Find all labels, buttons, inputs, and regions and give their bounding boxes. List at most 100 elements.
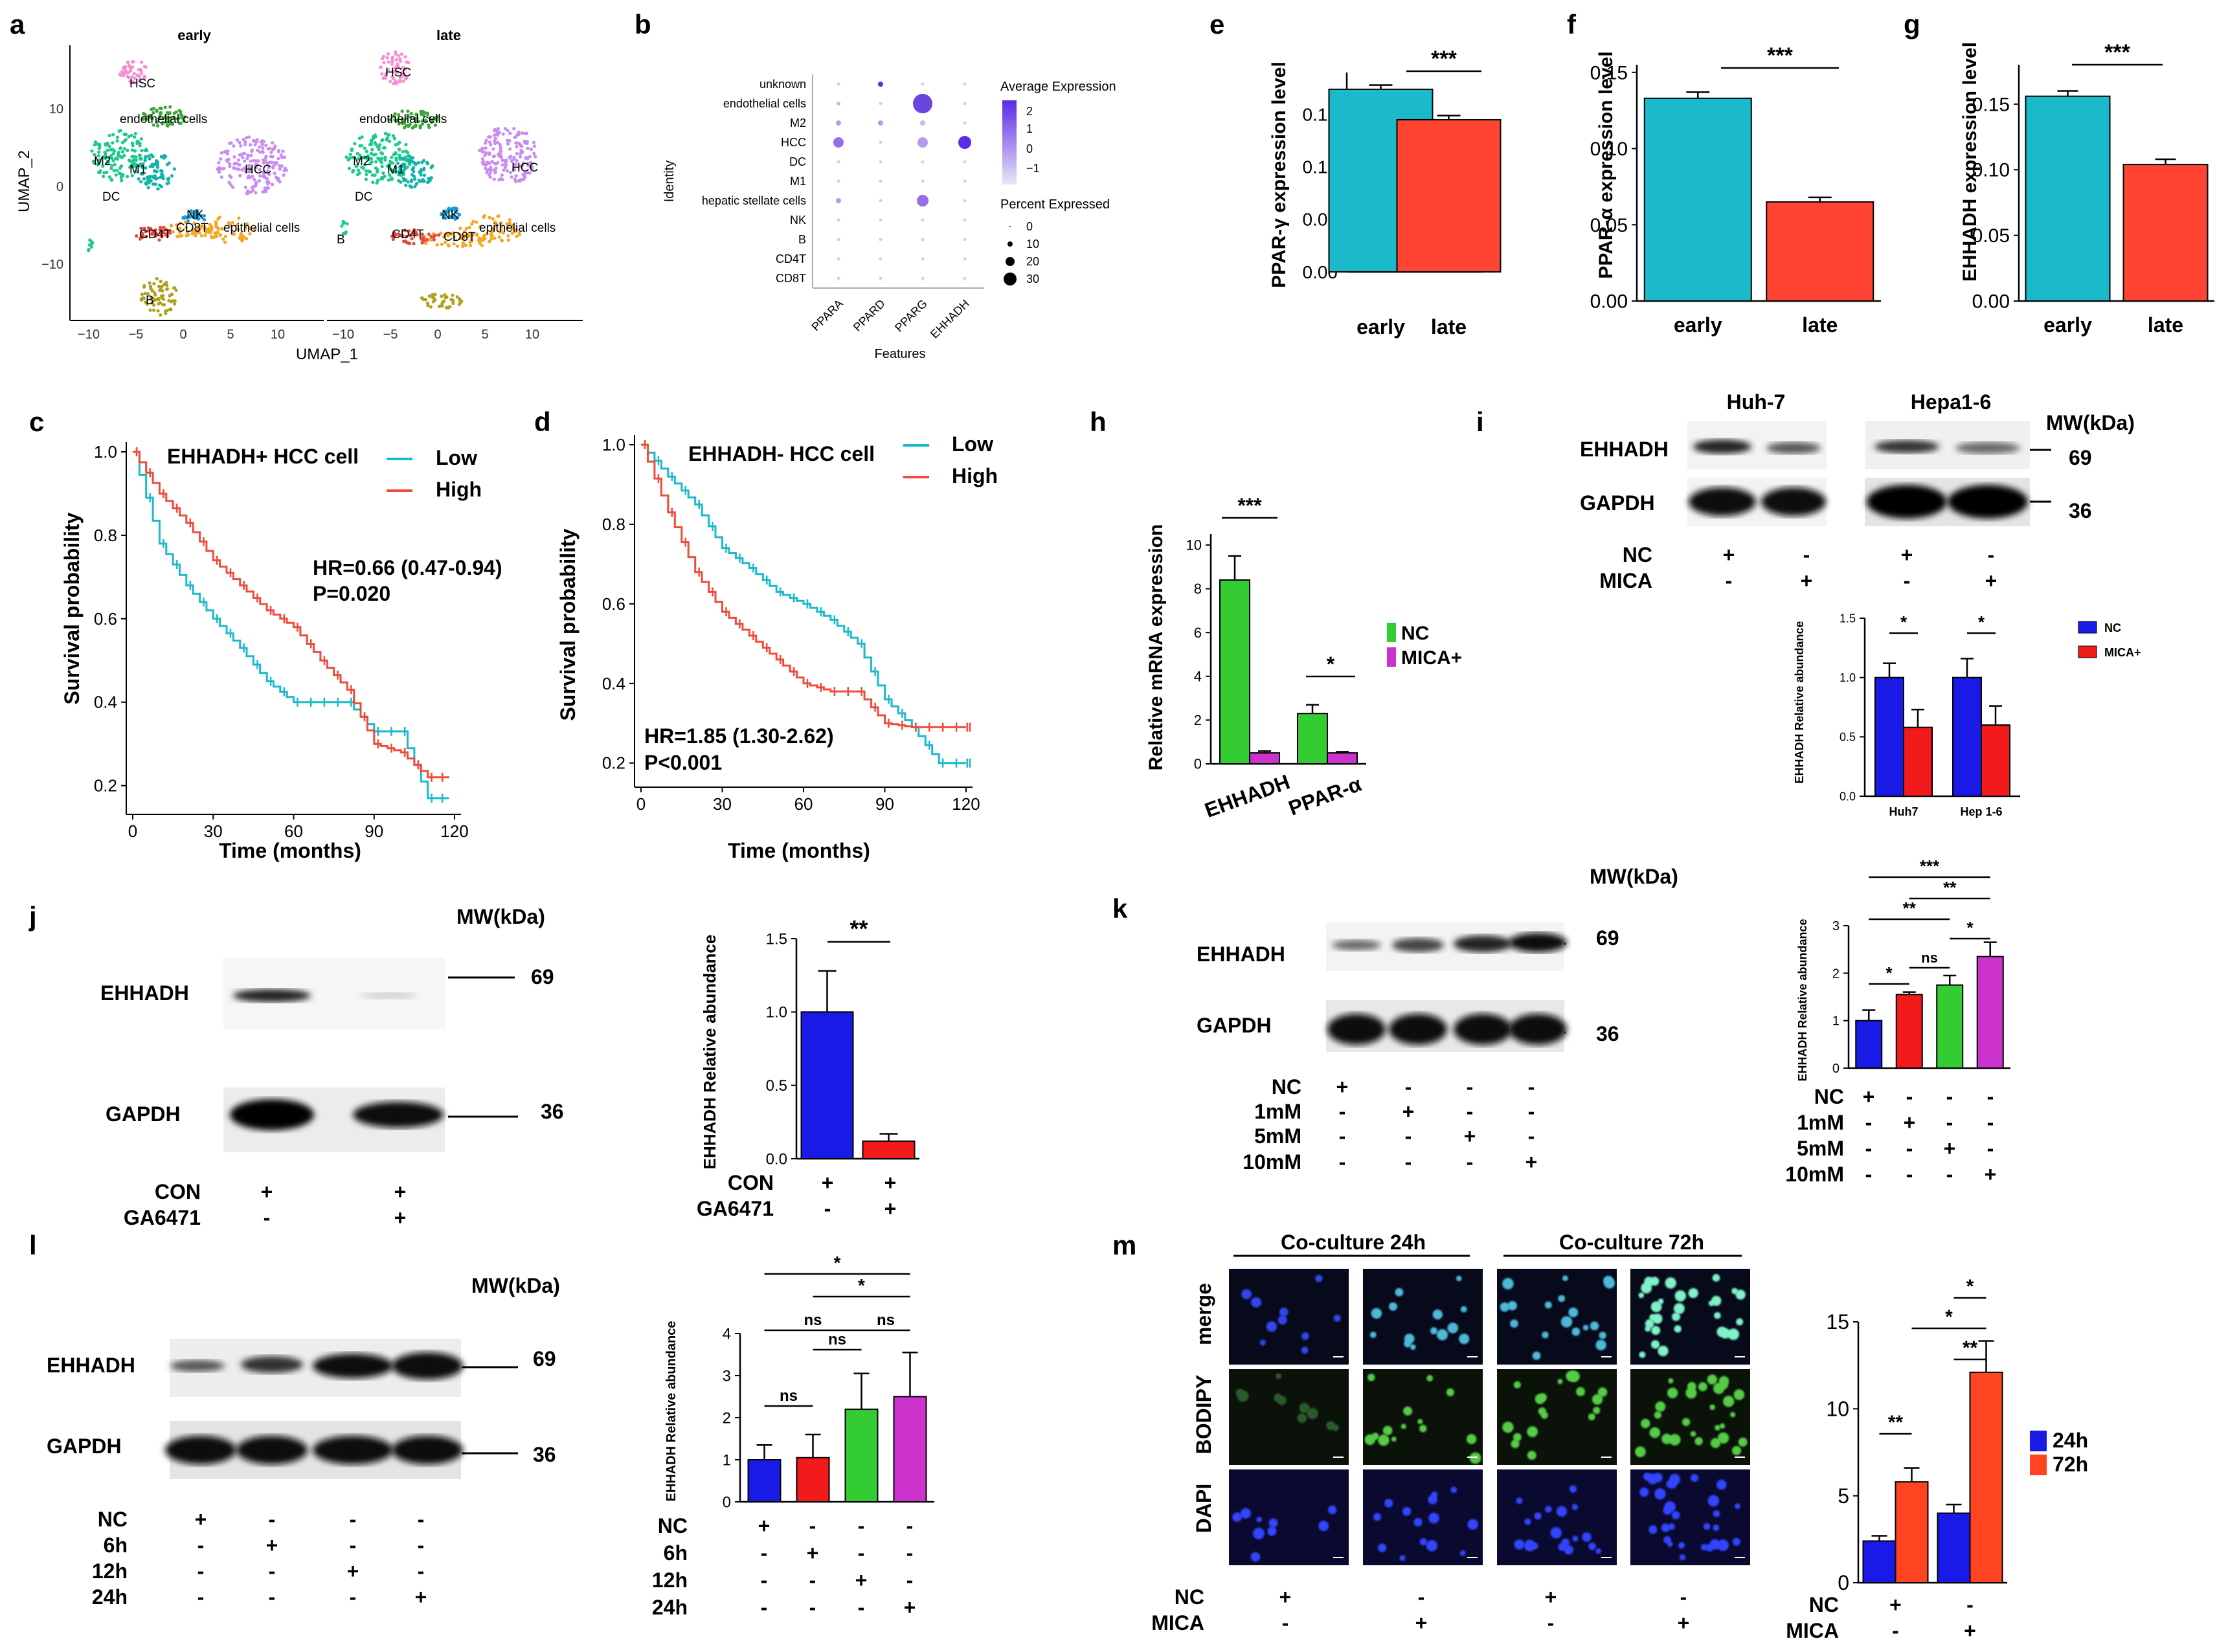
condition-sign: + bbox=[1944, 1137, 1956, 1160]
umap-cell-point bbox=[376, 179, 380, 183]
cell-dot bbox=[1688, 1288, 1698, 1299]
umap-cell-point bbox=[90, 149, 94, 153]
cell-dot bbox=[1713, 1510, 1720, 1517]
y-tick-label: 0.10 bbox=[1590, 139, 1628, 160]
umap-cell-point bbox=[159, 280, 163, 284]
y-tick-label: 0.2 bbox=[602, 753, 625, 773]
mw-69: 69 bbox=[531, 965, 554, 988]
blot-label-gapdh: GAPDH bbox=[1580, 491, 1655, 515]
umap-cell-point bbox=[356, 168, 361, 172]
umap-cell-point bbox=[194, 208, 198, 213]
cell-dot bbox=[1279, 1308, 1288, 1317]
bar bbox=[1643, 97, 1752, 302]
km-d-x-label: Time (months) bbox=[728, 839, 870, 862]
condition-sign: - bbox=[1946, 1163, 1953, 1186]
condition-sign: - bbox=[1528, 1100, 1535, 1123]
umap-cell-point bbox=[399, 52, 404, 56]
umap-cell-point bbox=[364, 177, 368, 181]
umap-cell-point bbox=[146, 179, 150, 183]
umap-cell-point bbox=[181, 116, 185, 120]
mw-title: MW(kDa) bbox=[1590, 865, 1678, 888]
umap-cell-point bbox=[127, 64, 131, 68]
blot-label-gapdh: GAPDH bbox=[106, 1102, 181, 1126]
umap-cell-point bbox=[400, 118, 404, 122]
y-tick: −10 bbox=[41, 258, 63, 272]
blot-band bbox=[1867, 485, 1947, 519]
significance-label: * bbox=[1966, 1276, 1974, 1297]
condition-sign: - bbox=[1339, 1100, 1346, 1123]
umap-cell-point bbox=[158, 228, 162, 232]
x-tick: 10 bbox=[271, 328, 285, 342]
umap-cell-point bbox=[499, 225, 503, 229]
panel-i-bar-chart: 0.0 0.5 1.0 1.5 Huh7 Hep 1-6 EHHADH Relative a… bbox=[1793, 612, 2141, 818]
umap-cell-point bbox=[402, 157, 406, 161]
panel-letter-f: f bbox=[1567, 9, 1577, 39]
umap-cell-point bbox=[526, 146, 530, 150]
umap-cell-point bbox=[173, 286, 177, 290]
condition-sign: + bbox=[1415, 1611, 1428, 1635]
significance-label: * bbox=[834, 1253, 841, 1273]
umap-cell-point bbox=[199, 226, 203, 230]
umap-cell-point bbox=[499, 221, 502, 225]
blot-band bbox=[1332, 940, 1381, 950]
umap-cell-point bbox=[515, 159, 519, 162]
cell-dot bbox=[1576, 1387, 1585, 1396]
cell-dot bbox=[1667, 1541, 1673, 1547]
cell-dot bbox=[1430, 1327, 1437, 1335]
h-legend-mica-swatch bbox=[1387, 647, 1396, 667]
umap-cell-point bbox=[493, 220, 497, 224]
cluster-label: NK bbox=[186, 208, 204, 222]
umap-cell-point bbox=[405, 60, 409, 64]
umap-cell-point bbox=[414, 112, 418, 117]
condition-label: NC bbox=[98, 1508, 128, 1531]
umap-cell-point bbox=[407, 241, 412, 245]
umap-cell-point bbox=[156, 187, 160, 191]
panel-k-western-blot: MW(kDa) EHHADH GAPDH 69 36 NC + - - -1mM - + - -… bbox=[1197, 865, 1678, 1174]
umap-cell-point bbox=[130, 75, 134, 79]
dotplot-feature-label: PPARD bbox=[851, 297, 888, 334]
panel-b-dotplot: unknown endothelial cells M2 HCC DC M1 hepatic… bbox=[662, 74, 1116, 361]
umap-cell-point bbox=[111, 152, 115, 156]
umap-cell-point bbox=[408, 122, 412, 126]
dotplot-dot bbox=[963, 179, 967, 183]
umap-cell-point bbox=[228, 164, 232, 168]
umap-cell-point bbox=[160, 234, 164, 238]
km-c-x-label: Time (months) bbox=[219, 839, 361, 862]
y-tick-label: 1.0 bbox=[602, 435, 625, 454]
y-tick-label: 4 bbox=[1194, 668, 1202, 684]
umap-cell-point bbox=[266, 147, 270, 151]
cluster-label: CD8T bbox=[444, 230, 476, 244]
umap-cell-point bbox=[422, 179, 426, 183]
umap-cell-point bbox=[133, 131, 137, 136]
umap-cell-point bbox=[504, 163, 508, 168]
umap-cell-point bbox=[194, 234, 197, 238]
umap-cell-point bbox=[513, 230, 517, 234]
umap-cell-point bbox=[261, 150, 265, 154]
umap-cell-point bbox=[157, 238, 161, 242]
significance-label: ** bbox=[1903, 899, 1917, 918]
umap-cell-point bbox=[480, 243, 484, 247]
cluster-label: NK bbox=[442, 208, 459, 222]
umap-cell-point bbox=[403, 55, 407, 59]
blot-band bbox=[1389, 1014, 1447, 1045]
umap-cell-point bbox=[107, 175, 112, 179]
umap-cell-point bbox=[403, 167, 407, 171]
bar bbox=[1862, 1540, 1896, 1584]
condition-sign: + bbox=[855, 1568, 868, 1592]
dotplot-dot bbox=[963, 82, 967, 86]
umap-cell-point bbox=[523, 141, 527, 145]
umap-cell-point bbox=[232, 155, 236, 159]
umap-cell-point bbox=[255, 138, 259, 142]
dotplot-dot bbox=[963, 121, 967, 125]
size-key-dot bbox=[1007, 241, 1013, 247]
umap-cell-point bbox=[414, 162, 418, 166]
umap-cell-point bbox=[522, 177, 526, 182]
umap-cell-point bbox=[415, 119, 419, 123]
umap-cell-point bbox=[162, 120, 166, 125]
umap-cell-point bbox=[159, 106, 163, 111]
x-tick: −10 bbox=[332, 328, 354, 342]
umap-cell-point bbox=[432, 238, 436, 241]
facet-title-late: late bbox=[436, 27, 461, 43]
umap-cell-point bbox=[485, 171, 489, 175]
